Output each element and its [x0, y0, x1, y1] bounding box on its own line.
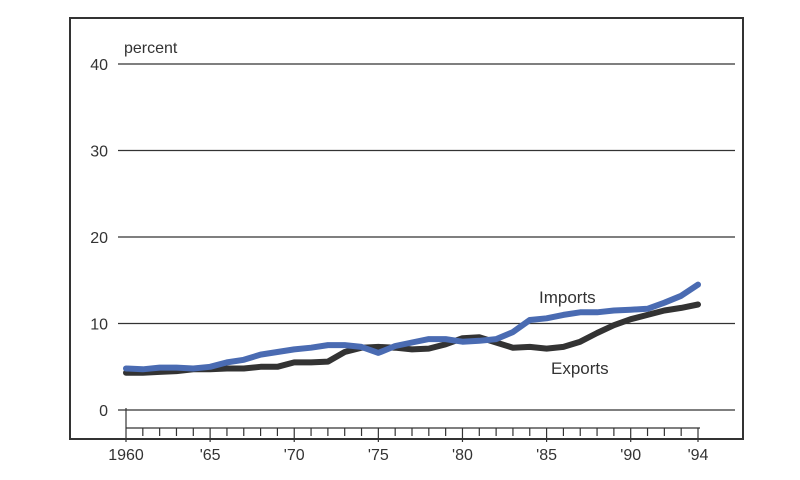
x-tick-label: 1960: [108, 447, 144, 464]
x-tick-label: '65: [200, 447, 221, 464]
y-axis-ticks: 0 10 20 30 40: [90, 57, 108, 420]
series-labels: Exports Imports: [539, 288, 609, 378]
gridlines: [118, 63, 735, 411]
x-axis: 1960 '65 '70 '75 '80 '85 '90 '94: [108, 408, 709, 464]
y-tick-label: 20: [90, 230, 108, 247]
series-line-imports: [123, 281, 701, 373]
y-tick-label: 30: [90, 144, 108, 161]
x-tick-label: '85: [536, 447, 557, 464]
series-label-exports: Exports: [551, 359, 609, 378]
y-tick-label: 0: [99, 403, 108, 420]
series-label-imports: Imports: [539, 288, 596, 307]
series-line-exports: [123, 301, 701, 376]
y-tick-label: 10: [90, 317, 108, 334]
x-tick-label: '94: [688, 447, 709, 464]
plot-frame: [69, 17, 744, 440]
y-unit-label: percent: [124, 40, 178, 57]
series-lines: [123, 281, 701, 376]
y-tick-label: 40: [90, 57, 108, 74]
x-tick-label: '80: [452, 447, 473, 464]
x-tick-label: '90: [620, 447, 641, 464]
x-tick-label: '75: [368, 447, 389, 464]
x-tick-label: '70: [284, 447, 305, 464]
